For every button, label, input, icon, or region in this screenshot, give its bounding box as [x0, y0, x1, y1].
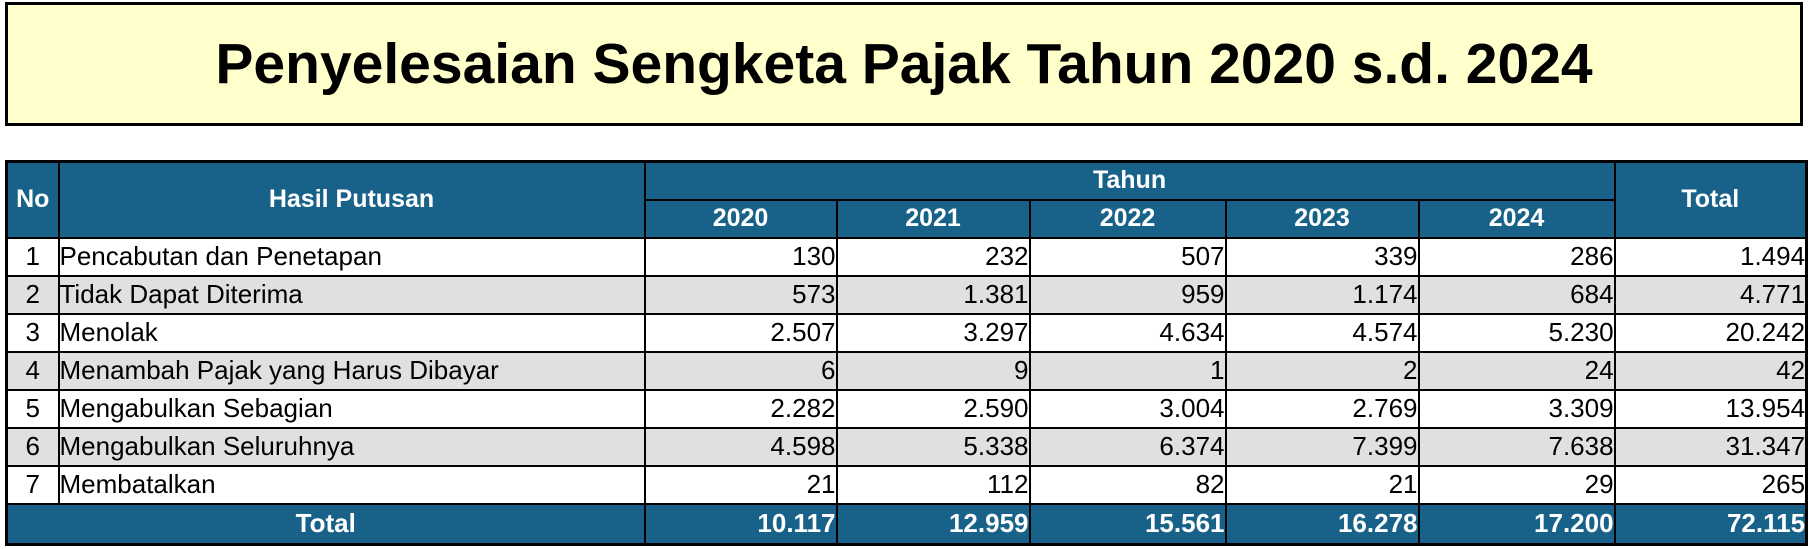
- cell-2024: 24: [1417, 350, 1616, 391]
- cell-row-total: 31.347: [1613, 426, 1808, 467]
- table-row: 7 Membatalkan 21 112 82 21 29 265: [5, 464, 1808, 505]
- total-2024: 17.200: [1417, 502, 1616, 546]
- cell-2023: 2.769: [1224, 388, 1420, 429]
- cell-row-total: 42: [1613, 350, 1808, 391]
- row-number: 3: [5, 312, 60, 353]
- total-2021: 12.959: [835, 502, 1031, 546]
- table-header: No Hasil Putusan Tahun Total 2020 2021 2…: [5, 160, 1808, 239]
- grand-total: 72.115: [1613, 502, 1808, 546]
- cell-2020: 4.598: [643, 426, 838, 467]
- header-row-years: 2020 2021 2022 2023 2024: [7, 198, 1807, 239]
- cell-2020: 2.282: [643, 388, 838, 429]
- tax-dispute-table: No Hasil Putusan Tahun Total 2020 2021 2…: [5, 160, 1809, 546]
- cell-2023: 4.574: [1224, 312, 1420, 353]
- header-hasil-putusan: Hasil Putusan: [57, 160, 646, 239]
- row-number: 2: [5, 274, 60, 315]
- cell-2023: 1.174: [1224, 274, 1420, 315]
- cell-2024: 7.638: [1417, 426, 1616, 467]
- table-row: 6 Mengabulkan Seluruhnya 4.598 5.338 6.3…: [5, 426, 1808, 467]
- cell-2022: 1: [1028, 350, 1227, 391]
- cell-2022: 82: [1028, 464, 1227, 505]
- row-number: 4: [5, 350, 60, 391]
- cell-2022: 3.004: [1028, 388, 1227, 429]
- title-banner: Penyelesaian Sengketa Pajak Tahun 2020 s…: [5, 2, 1803, 126]
- cell-2022: 507: [1028, 236, 1227, 277]
- table-footer: Total 10.117 12.959 15.561 16.278 17.200…: [5, 502, 1808, 546]
- table-row: 2 Tidak Dapat Diterima 573 1.381 959 1.1…: [5, 274, 1808, 315]
- table-row: 4 Menambah Pajak yang Harus Dibayar 6 9 …: [5, 350, 1808, 391]
- cell-2024: 29: [1417, 464, 1616, 505]
- header-year-2024: 2024: [1417, 198, 1616, 239]
- cell-2022: 959: [1028, 274, 1227, 315]
- cell-2022: 4.634: [1028, 312, 1227, 353]
- page-title: Penyelesaian Sengketa Pajak Tahun 2020 s…: [215, 32, 1593, 96]
- cell-row-total: 13.954: [1613, 388, 1808, 429]
- cell-2020: 6: [643, 350, 838, 391]
- row-number: 6: [5, 426, 60, 467]
- total-2020: 10.117: [643, 502, 838, 546]
- table-row: 3 Menolak 2.507 3.297 4.634 4.574 5.230 …: [5, 312, 1808, 353]
- cell-2021: 2.590: [835, 388, 1031, 429]
- total-row: Total 10.117 12.959 15.561 16.278 17.200…: [5, 502, 1808, 546]
- cell-2024: 3.309: [1417, 388, 1616, 429]
- row-label: Menambah Pajak yang Harus Dibayar: [57, 350, 646, 391]
- cell-row-total: 265: [1613, 464, 1808, 505]
- row-label: Mengabulkan Sebagian: [57, 388, 646, 429]
- cell-2021: 232: [835, 236, 1031, 277]
- header-tahun-group: Tahun: [643, 160, 1616, 201]
- total-2022: 15.561: [1028, 502, 1227, 546]
- table-row: 5 Mengabulkan Sebagian 2.282 2.590 3.004…: [5, 388, 1808, 429]
- total-2023: 16.278: [1224, 502, 1420, 546]
- cell-2020: 2.507: [643, 312, 838, 353]
- header-no: No: [5, 160, 60, 239]
- cell-2021: 112: [835, 464, 1031, 505]
- total-row-label: Total: [5, 502, 646, 546]
- cell-2021: 5.338: [835, 426, 1031, 467]
- row-number: 7: [5, 464, 60, 505]
- cell-2021: 1.381: [835, 274, 1031, 315]
- header-row-group: No Hasil Putusan Tahun Total: [5, 160, 1808, 239]
- cell-2024: 286: [1417, 236, 1616, 277]
- header-total: Total: [1613, 160, 1808, 239]
- row-label: Tidak Dapat Diterima: [57, 274, 646, 315]
- cell-2024: 684: [1417, 274, 1616, 315]
- header-year-2022: 2022: [1028, 198, 1227, 239]
- row-label: Membatalkan: [57, 464, 646, 505]
- row-number: 1: [5, 236, 60, 277]
- table-body: 1 Pencabutan dan Penetapan 130 232 507 3…: [5, 236, 1808, 505]
- cell-2023: 2: [1224, 350, 1420, 391]
- row-label: Mengabulkan Seluruhnya: [57, 426, 646, 467]
- cell-2020: 130: [643, 236, 838, 277]
- row-label: Pencabutan dan Penetapan: [57, 236, 646, 277]
- cell-2022: 6.374: [1028, 426, 1227, 467]
- cell-2023: 339: [1224, 236, 1420, 277]
- row-label: Menolak: [57, 312, 646, 353]
- cell-2024: 5.230: [1417, 312, 1616, 353]
- cell-2021: 3.297: [835, 312, 1031, 353]
- cell-2021: 9: [835, 350, 1031, 391]
- cell-row-total: 4.771: [1613, 274, 1808, 315]
- header-year-2021: 2021: [835, 198, 1031, 239]
- row-number: 5: [5, 388, 60, 429]
- cell-2020: 21: [643, 464, 838, 505]
- header-year-2023: 2023: [1224, 198, 1420, 239]
- cell-row-total: 20.242: [1613, 312, 1808, 353]
- cell-2023: 7.399: [1224, 426, 1420, 467]
- cell-row-total: 1.494: [1613, 236, 1808, 277]
- cell-2020: 573: [643, 274, 838, 315]
- table-row: 1 Pencabutan dan Penetapan 130 232 507 3…: [5, 236, 1808, 277]
- header-year-2020: 2020: [643, 198, 838, 239]
- cell-2023: 21: [1224, 464, 1420, 505]
